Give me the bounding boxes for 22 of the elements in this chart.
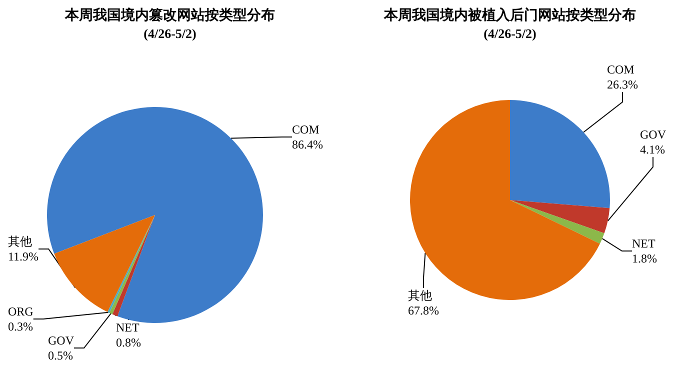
chart-title: 本周我国境内篡改网站按类型分布: [64, 6, 275, 24]
slice-label: ORG: [8, 304, 34, 318]
data-label: 0.5%: [48, 348, 73, 362]
chart-title: 本周我国境内被植入后门网站按类型分布: [383, 6, 636, 24]
data-label: 86.4%: [292, 138, 323, 152]
slice-label: NET: [632, 236, 656, 250]
chart-subtitle: (4/26-5/2): [144, 26, 196, 41]
data-label: 26.3%: [607, 78, 638, 92]
slice-label: 其他: [408, 288, 432, 302]
slice-label: COM: [607, 62, 635, 76]
slice-label: 其他: [8, 234, 32, 248]
slice-label: GOV: [48, 334, 74, 348]
chart-subtitle: (4/26-5/2): [484, 26, 536, 41]
slice-label: COM: [292, 122, 320, 136]
data-label: 1.8%: [632, 252, 657, 266]
slice-label: GOV: [640, 128, 666, 142]
data-label: 4.1%: [640, 142, 665, 156]
slice-label: NET: [116, 320, 140, 334]
data-label: 67.8%: [408, 304, 439, 318]
data-label: 0.8%: [116, 336, 141, 350]
data-label: 11.9%: [8, 250, 39, 264]
data-label: 0.3%: [8, 320, 33, 334]
